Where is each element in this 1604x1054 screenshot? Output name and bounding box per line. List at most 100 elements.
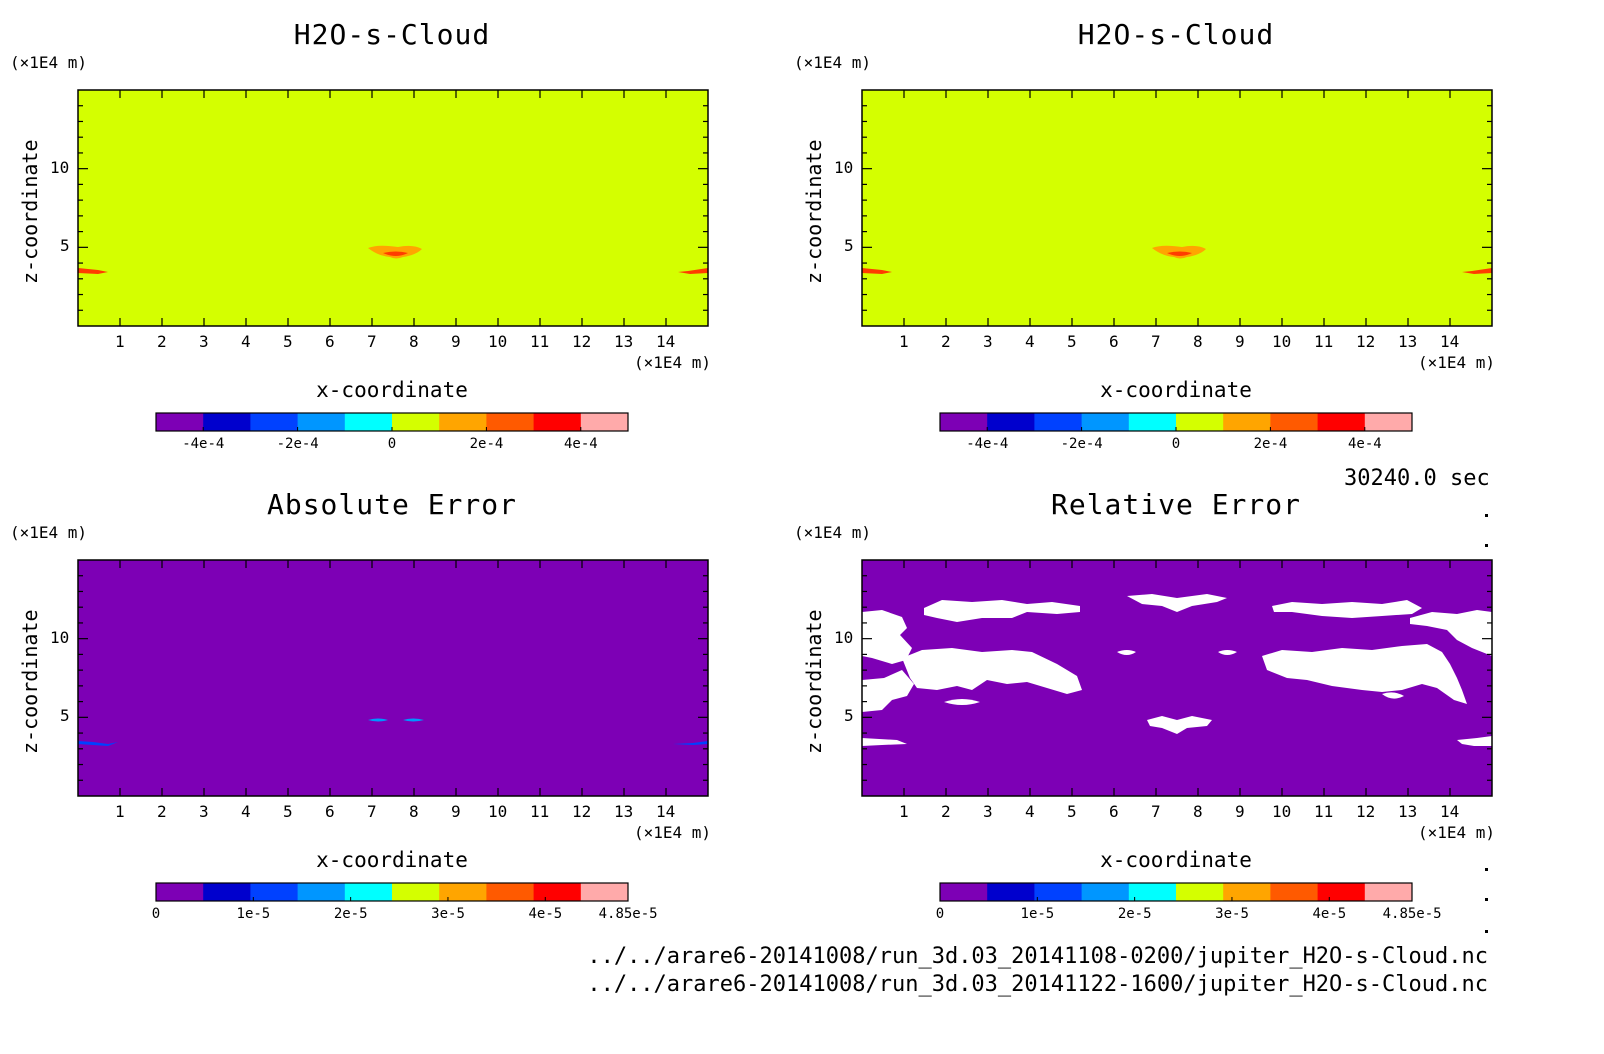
colorbar-segment — [486, 413, 535, 431]
colorbar-tick-label: 2e-5 — [333, 906, 368, 922]
colorbar-segment — [1176, 413, 1224, 431]
colorbar-tick-label: -2e-4 — [276, 436, 319, 452]
x-tick-label: 2 — [941, 332, 951, 351]
x-tick-label: 4 — [241, 332, 251, 351]
x-tick-label: 6 — [1109, 332, 1119, 351]
white-region — [1262, 644, 1467, 704]
x-axis-label: x-coordinate — [316, 848, 468, 872]
y-tick-label: 5 — [844, 706, 854, 726]
plot-frame — [861, 559, 1493, 797]
plot-frame — [861, 89, 1493, 327]
x-tick-label: 1 — [899, 802, 909, 821]
white-region — [862, 610, 912, 664]
x-unit-label: (×1E4 m) — [1418, 353, 1496, 372]
heatmap-plot — [861, 559, 1493, 797]
plot-background — [862, 90, 1492, 326]
y-unit-label: (×1E4 m) — [794, 523, 872, 542]
y-tick-label: 5 — [844, 236, 854, 256]
x-tick-label: 6 — [325, 802, 335, 821]
colorbar-segment — [1364, 413, 1413, 431]
colorbar-segment — [1270, 413, 1319, 431]
white-region — [1147, 716, 1212, 734]
cloud-core — [1167, 251, 1192, 256]
colorbar-segment — [203, 413, 251, 431]
white-region — [1457, 736, 1492, 746]
chart-title: Absolute Error — [266, 488, 517, 521]
colorbar-segment — [1034, 413, 1083, 431]
x-tick-label: 1 — [115, 332, 125, 351]
x-tick-label: 11 — [530, 332, 550, 351]
colorbar-segment — [1081, 883, 1130, 901]
x-tick-label: 7 — [1151, 802, 1161, 821]
colorbar — [155, 882, 629, 902]
colorbar-segment — [580, 883, 629, 901]
x-tick-label: 1 — [899, 332, 909, 351]
x-tick-label: 10 — [488, 802, 508, 821]
white-region — [944, 699, 980, 705]
x-axis-label: x-coordinate — [316, 378, 468, 402]
colorbar-tick-label: 0 — [151, 906, 161, 922]
colorbar-segment — [987, 413, 1035, 431]
colorbar-segment — [250, 413, 299, 431]
y-tick-label: 10 — [50, 627, 70, 647]
white-region — [924, 600, 1080, 622]
colorbar-segment — [203, 883, 251, 901]
marker-dot — [1485, 930, 1488, 933]
y-axis-label: z-coordinate — [18, 609, 42, 755]
colorbar-segment — [940, 413, 988, 431]
white-region — [1218, 650, 1237, 655]
x-tick-label: 5 — [283, 332, 293, 351]
x-tick-label: 2 — [941, 802, 951, 821]
white-region — [862, 670, 914, 712]
x-tick-label: 3 — [983, 332, 993, 351]
cloud-edge-right — [1462, 268, 1492, 274]
colorbar-segment — [1128, 883, 1177, 901]
colorbar-segment — [940, 883, 988, 901]
colorbar-segment — [250, 883, 299, 901]
colorbar-segment — [1081, 413, 1130, 431]
x-tick-label: 6 — [325, 332, 335, 351]
tick-marks — [862, 90, 1492, 326]
plot-background — [78, 90, 708, 326]
x-axis-label: x-coordinate — [1100, 378, 1252, 402]
x-tick-label: 4 — [241, 802, 251, 821]
marker-dot — [1485, 544, 1488, 547]
colorbar-segment — [344, 883, 393, 901]
colorbar-segment — [439, 883, 487, 901]
colorbar-tick-label: 4e-4 — [564, 436, 598, 452]
y-tick-label: 5 — [60, 236, 70, 256]
colorbar-tick-label: 2e-4 — [1253, 436, 1288, 452]
x-tick-label: 14 — [656, 332, 676, 351]
y-unit-label: (×1E4 m) — [794, 53, 872, 72]
x-tick-label: 7 — [367, 332, 377, 351]
chart-title: H2O-s-Cloud — [1077, 18, 1275, 51]
x-tick-label: 10 — [1272, 802, 1292, 821]
colorbar-frame — [939, 882, 1413, 902]
tick-marks — [78, 90, 708, 326]
colorbar-tick-label: 0 — [935, 906, 945, 922]
colorbar-segment — [1317, 413, 1366, 431]
white-region — [1127, 594, 1227, 612]
x-tick-label: 14 — [1440, 332, 1460, 351]
x-tick-label: 5 — [1067, 802, 1077, 821]
x-unit-label: (×1E4 m) — [1418, 823, 1496, 842]
x-tick-label: 14 — [656, 802, 676, 821]
colorbar — [155, 412, 629, 432]
x-tick-label: 14 — [1440, 802, 1460, 821]
y-axis-label: z-coordinate — [802, 609, 826, 755]
x-tick-label: 11 — [530, 802, 550, 821]
marker-dot — [1485, 898, 1488, 901]
x-tick-label: 3 — [983, 802, 993, 821]
x-tick-label: 12 — [1356, 332, 1376, 351]
cloud-edge-left — [862, 268, 892, 274]
colorbar-segment — [533, 413, 582, 431]
y-unit-label: (×1E4 m) — [10, 53, 88, 72]
x-tick-label: 10 — [488, 332, 508, 351]
y-tick-label: 10 — [834, 627, 854, 647]
colorbar-segment — [1270, 883, 1319, 901]
plot-frame — [77, 559, 709, 797]
x-tick-label: 9 — [451, 332, 461, 351]
colorbar-segment — [344, 413, 393, 431]
